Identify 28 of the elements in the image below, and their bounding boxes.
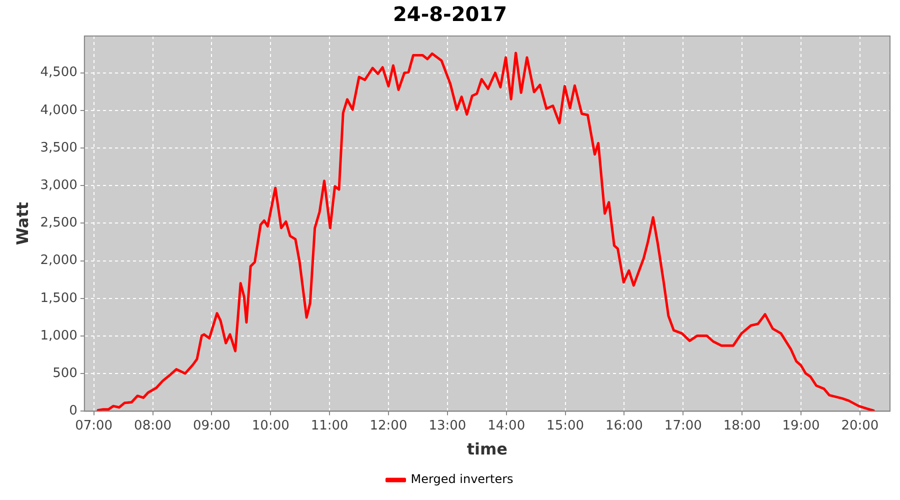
chart-title: 24-8-2017 bbox=[392, 2, 508, 26]
x-tick-label: 07:00 bbox=[75, 418, 113, 434]
x-tick-label: 18:00 bbox=[723, 418, 761, 434]
x-tick-label: 16:00 bbox=[605, 418, 643, 434]
x-tick-label: 17:00 bbox=[664, 418, 702, 434]
y-tick-label: 2,000 bbox=[40, 253, 78, 268]
x-tick-label: 13:00 bbox=[428, 418, 466, 434]
x-tick-label: 15:00 bbox=[546, 418, 584, 434]
x-tick-label: 14:00 bbox=[488, 418, 526, 434]
y-tick-label: 0 bbox=[69, 404, 78, 419]
x-tick-label: 09:00 bbox=[192, 418, 230, 434]
x-tick-label: 11:00 bbox=[310, 418, 348, 434]
x-tick-label: 08:00 bbox=[134, 418, 172, 434]
x-axis-title: time bbox=[466, 440, 508, 459]
x-tick-label: 12:00 bbox=[370, 418, 408, 434]
y-tick-label: 3,500 bbox=[40, 140, 78, 156]
x-tick-label: 20:00 bbox=[841, 418, 879, 434]
y-axis-title: Watt bbox=[12, 202, 32, 246]
y-tick-label: 500 bbox=[52, 366, 78, 381]
x-tick-label: 10:00 bbox=[252, 418, 290, 434]
y-tick-label: 1,000 bbox=[40, 328, 78, 344]
x-tick-label: 19:00 bbox=[782, 418, 820, 434]
y-tick-label: 2,500 bbox=[40, 216, 78, 231]
legend-label: Merged inverters bbox=[410, 472, 514, 486]
y-tick-label: 1,500 bbox=[40, 290, 78, 306]
y-tick-label: 4,500 bbox=[40, 65, 78, 80]
y-tick-label: 4,000 bbox=[40, 102, 78, 118]
y-tick-label: 3,000 bbox=[40, 178, 78, 194]
